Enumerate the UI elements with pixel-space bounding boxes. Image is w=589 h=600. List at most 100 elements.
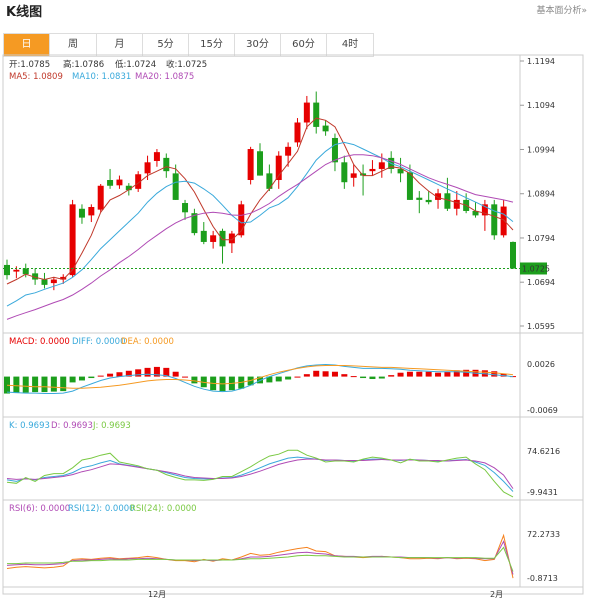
macd-bar [32,376,39,393]
legend-rsi6: RSI(6): 0.0000 [9,504,70,514]
legend-j: J: 0.9693 [92,421,131,431]
candle-body [97,185,104,210]
macd-bar [125,370,132,377]
candle-body [69,204,76,276]
legend-d: D: 0.9693 [51,421,93,431]
dea-line [6,365,514,389]
macd-bar [172,371,179,377]
candle-body [444,193,451,209]
candle-body [107,180,114,186]
candle-body [50,279,57,284]
macd-bar [397,372,404,377]
diff-line [6,363,514,394]
rsi-tick-label: -0.8713 [527,574,558,583]
candle-body [435,193,442,200]
kdj-legend: K: 0.9693 D: 0.9693 J: 0.9693 [9,421,131,431]
legend-open: 开:1.0785 [9,60,50,70]
candle-body [153,152,160,161]
candle-body [210,235,217,242]
candle-body [125,185,132,191]
candle-body [481,204,488,216]
fundamental-analysis-link[interactable]: 基本面分析» [536,6,587,16]
candle-body [472,210,479,216]
macd-bar [41,376,48,393]
macd-bar [107,373,114,377]
last-price-label: 1.0725 [522,264,550,273]
tab-day[interactable]: 日 [4,34,50,56]
macd-bar [275,376,282,382]
legend-low: 低:1.0724 [115,59,156,70]
macd-bar [294,376,301,378]
candle-body [78,208,85,218]
candle-body [200,230,207,242]
macd-bar [88,376,95,379]
ma5-line [6,117,514,285]
candle-body [453,199,460,209]
candle-body [341,162,348,183]
candle-body [60,276,67,280]
legend-ma10: MA10: 1.0831 [72,72,131,82]
tab-30min[interactable]: 30分 [235,34,281,56]
tab-15min[interactable]: 15分 [189,34,235,56]
legend-diff: DIFF: 0.0000 [72,337,125,347]
tab-60min[interactable]: 60分 [281,34,327,56]
candle-body [313,102,320,127]
candle-body [491,204,498,236]
chart-frame [2,54,584,595]
axis-ticks-group: 1.1194 1.1094 1.0994 1.0894 1.0794 1.0694 1.05… [520,57,560,583]
candle-body [116,179,123,186]
macd-bar [266,376,273,383]
legend-rsi12: RSI(12): 0.0000 [68,504,135,514]
candle-body [41,279,48,285]
candle-body [144,162,151,174]
candle-body [228,233,235,244]
macd-bar [435,372,442,377]
candle-body [397,168,404,174]
macd-bar [69,376,76,383]
macd-bar [491,371,498,377]
j-line [6,449,514,498]
candle-body [331,137,338,163]
tab-month[interactable]: 月 [97,34,143,56]
price-tick-label: 1.0994 [527,145,555,154]
candle-body [32,273,39,280]
macd-bar [116,372,123,377]
macd-bar [350,376,357,378]
tab-5min[interactable]: 5分 [143,34,189,56]
macd-bar [313,370,320,377]
macd-bar [425,371,432,377]
candle-body [350,173,357,178]
legend-macd: MACD: 0.0000 [9,337,70,347]
macd-bar [510,376,516,378]
macd-bar [153,366,160,377]
legend-close: 收:1.0725 [166,59,207,70]
candle-body [303,102,310,123]
tab-week[interactable]: 周 [50,34,97,56]
last-price-badge [520,262,547,275]
macd-legend: MACD: 0.0000 DIFF: 0.0000 DEA: 0.0000 [9,337,174,347]
candle-body [238,204,245,236]
legend-high: 高:1.0786 [63,59,104,70]
candle-body [500,206,507,236]
macd-bar [303,374,310,377]
macd-bar [4,376,10,394]
indicator-lines-group [3,117,520,579]
candle-body [163,157,170,172]
x-tick-dec: 12月 [148,590,166,599]
candle-body [369,168,376,172]
legend-dea: DEA: 0.0000 [121,337,174,347]
legend-k: K: 0.9693 [9,421,50,431]
d-line [6,458,514,489]
candles-group [4,91,516,394]
candle-body [191,213,198,234]
page-title: K线图 [6,5,43,20]
legend-rsi24: RSI(24): 0.0000 [130,504,197,514]
macd-tick-label: 0.0026 [527,360,555,369]
candle-body [4,264,10,276]
candle-body [219,230,226,247]
kdj-tick-label: 74.6216 [527,447,560,456]
tab-4h[interactable]: 4时 [341,39,359,50]
candle-body [135,174,142,189]
kdj-tick-label: -9.9431 [527,488,558,497]
